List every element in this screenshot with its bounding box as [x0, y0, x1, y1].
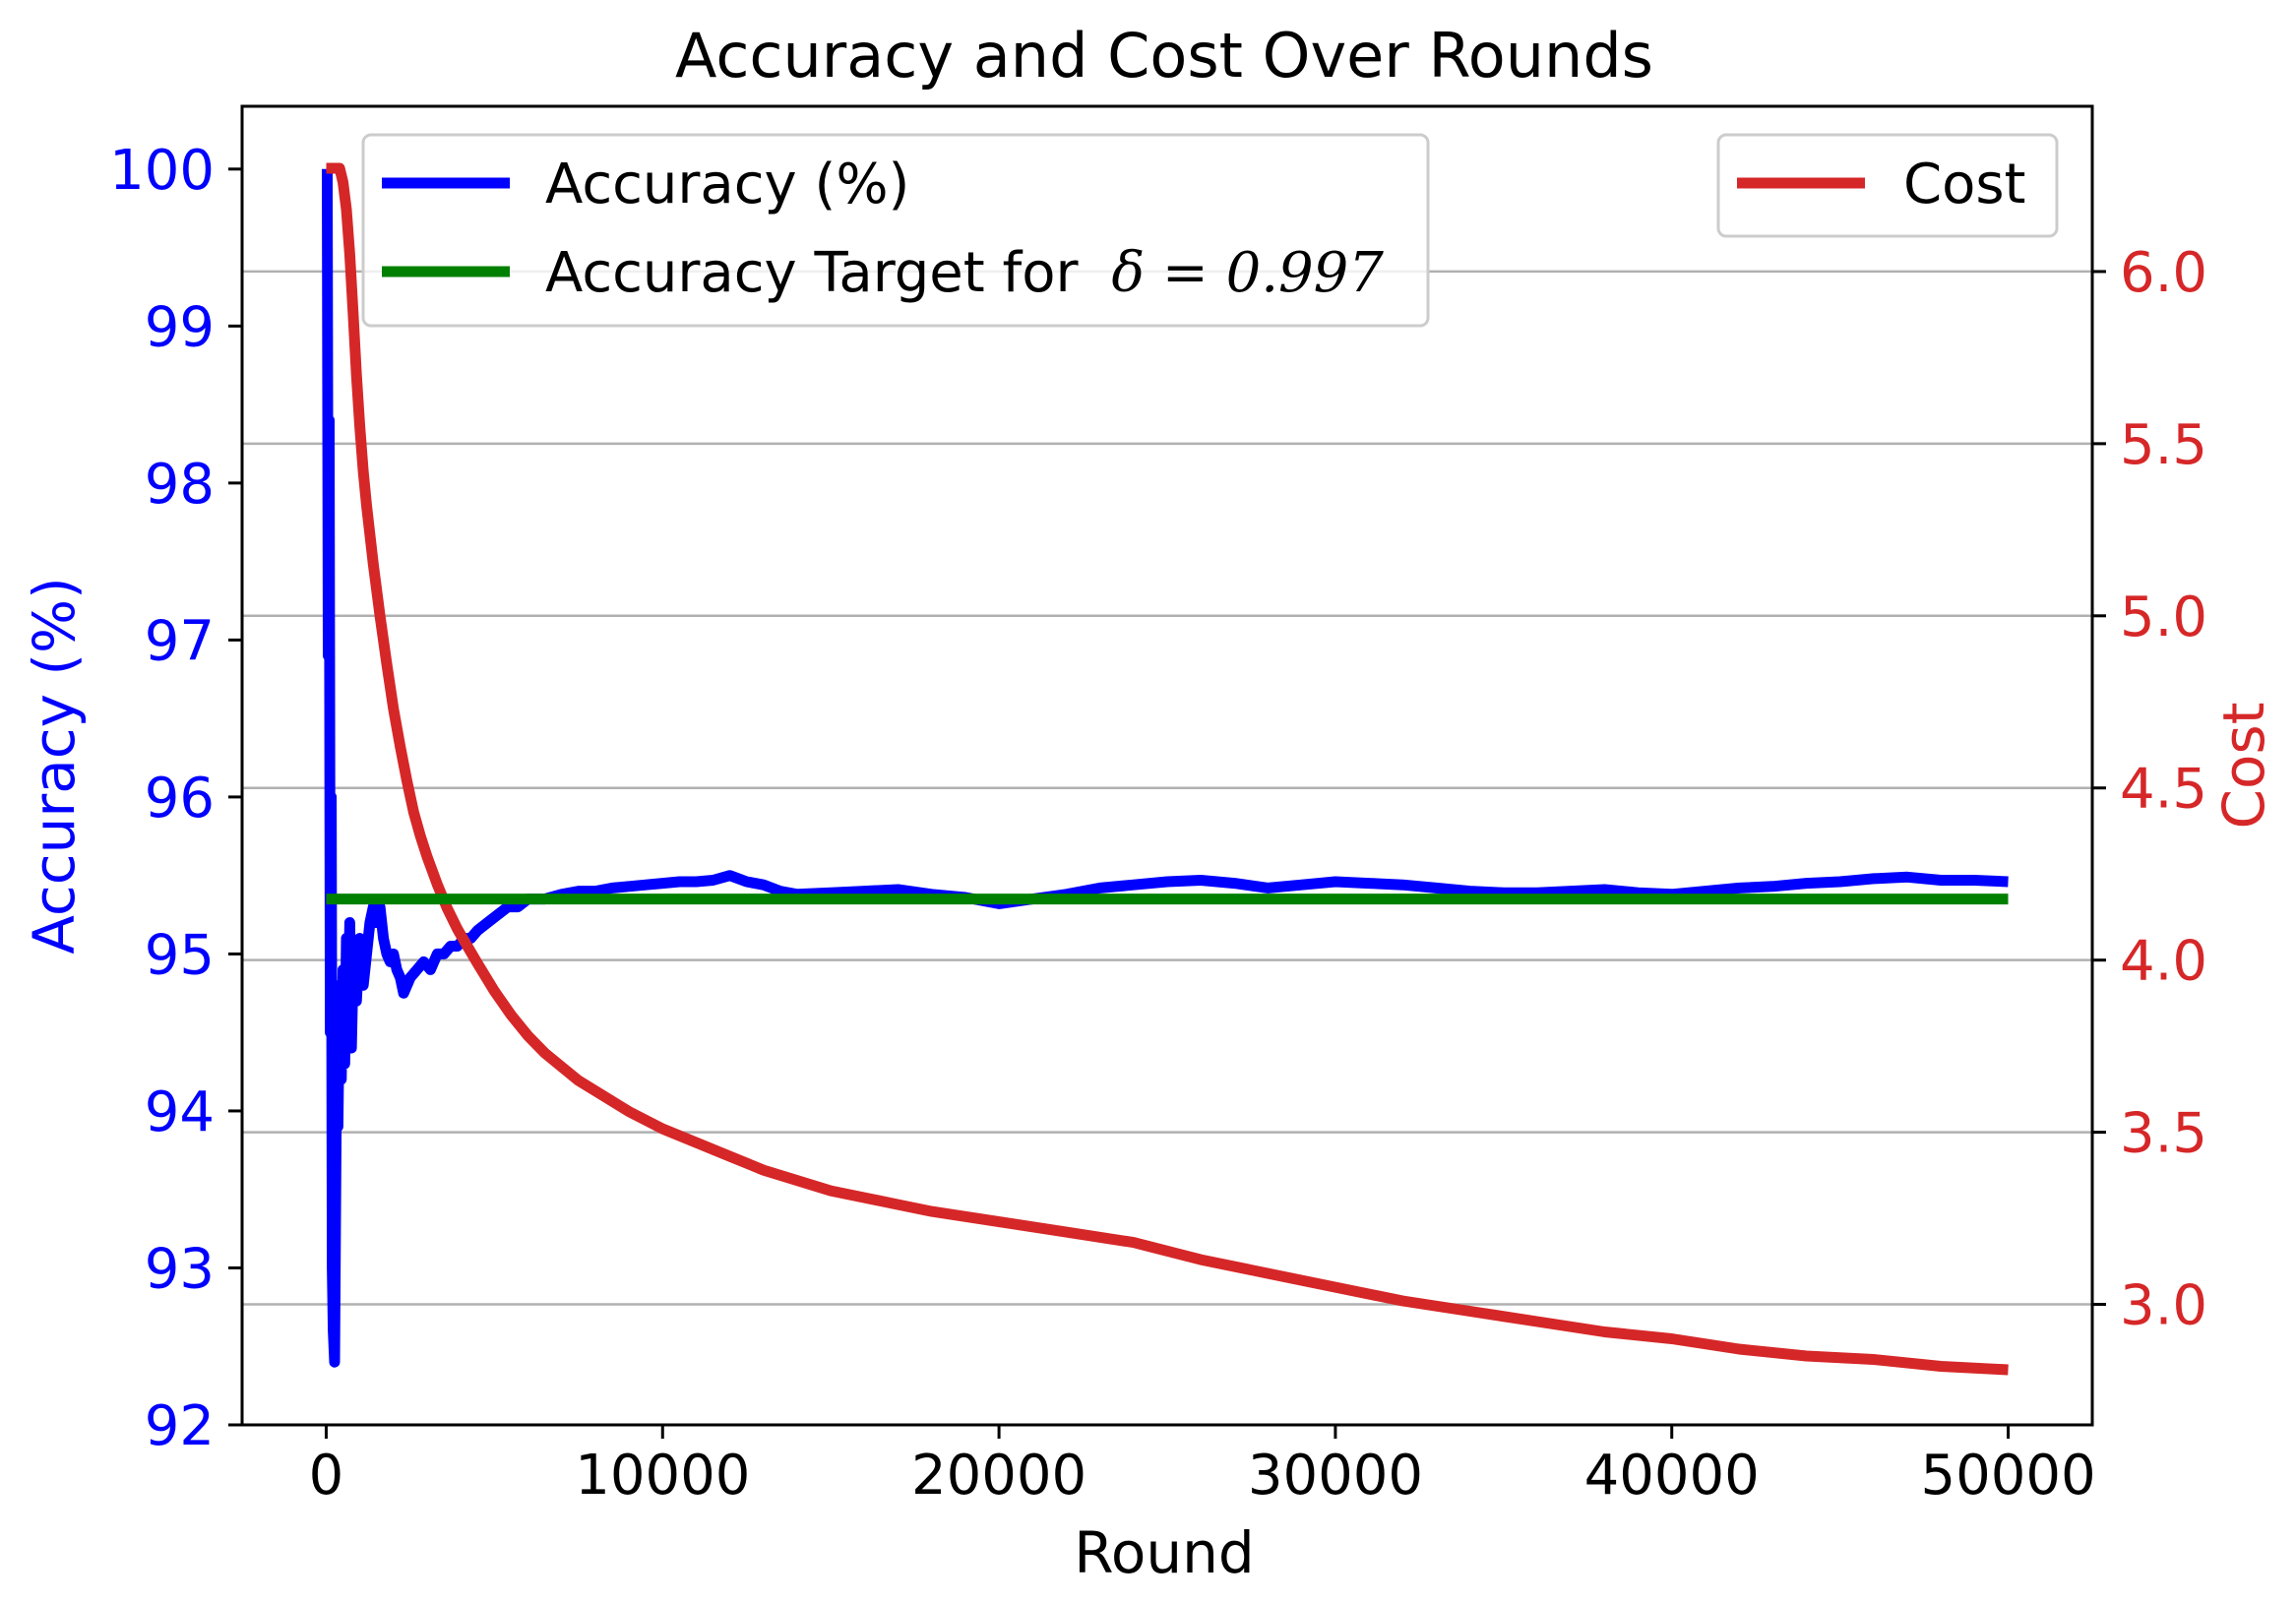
right-axis-ticks: 3.0 3.5 4.0 4.5 5.0 5.5 6.0	[2092, 241, 2207, 1338]
x-tick-label-5: 50000	[1920, 1444, 2095, 1508]
legend-target-label-text: Accuracy Target for	[545, 241, 1079, 305]
right-tick-label-3: 4.5	[2120, 758, 2207, 822]
left-tick-label-1: 93	[145, 1237, 215, 1301]
legend-accuracy-label: Accuracy (%)	[545, 153, 909, 216]
legend-right-box	[1716, 133, 2059, 238]
chart-title: Accuracy and Cost Over Rounds	[675, 20, 1653, 92]
left-tick-label-7: 99	[145, 295, 215, 359]
left-tick-label-8: 100	[109, 139, 215, 203]
left-tick-label-6: 98	[145, 453, 215, 517]
legend-left: Accuracy (%) Accuracy Target for δ = 0.9…	[361, 133, 1430, 328]
left-tick-label-5: 97	[145, 609, 215, 673]
x-tick-label-2: 20000	[911, 1444, 1086, 1508]
y-axis-label-right: Cost	[2210, 703, 2277, 830]
right-tick-label-5: 5.5	[2120, 413, 2207, 477]
plot-frame	[240, 104, 2094, 1427]
legend-target-label: Accuracy Target for δ = 0.997	[545, 241, 1384, 305]
left-tick-label-3: 95	[145, 923, 215, 987]
right-tick-label-1: 3.5	[2120, 1102, 2207, 1166]
x-tick-label-1: 10000	[575, 1444, 750, 1508]
cost-line	[326, 162, 2009, 1376]
legend-left-box	[361, 133, 1430, 328]
left-tick-label-2: 94	[145, 1080, 215, 1144]
x-tick-label-4: 40000	[1584, 1444, 1760, 1508]
legend-cost-label: Cost	[1903, 153, 2026, 216]
y-axis-label-left: Accuracy (%)	[21, 577, 88, 955]
legend-right: Cost	[1716, 133, 2059, 238]
grid-lines	[242, 270, 2092, 1306]
x-axis-ticks: 0 10000 20000 30000 40000 50000	[309, 1425, 2096, 1508]
legend-target-math: δ = 0.997	[1111, 241, 1384, 305]
x-tick-label-3: 30000	[1248, 1444, 1423, 1508]
left-tick-label-0: 92	[145, 1394, 215, 1458]
right-tick-label-0: 3.0	[2120, 1274, 2207, 1338]
x-axis-label: Round	[1074, 1519, 1255, 1586]
right-tick-label-6: 6.0	[2120, 241, 2207, 305]
right-tick-label-2: 4.0	[2120, 930, 2207, 994]
left-axis-ticks: 92 93 94 95 96 97 98 99 100	[109, 139, 242, 1458]
x-tick-label-0: 0	[309, 1444, 344, 1508]
series-layer	[322, 162, 2009, 1376]
left-tick-label-4: 96	[145, 767, 215, 831]
right-tick-label-4: 5.0	[2120, 586, 2207, 649]
